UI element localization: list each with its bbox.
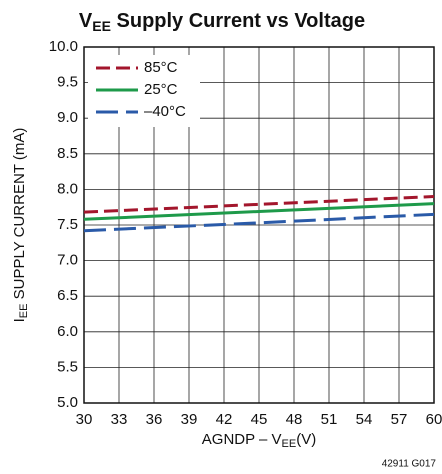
y-tick-label: 10.0 <box>49 38 78 55</box>
y-tick-label: 6.5 <box>57 287 78 304</box>
y-tick-label: 5.0 <box>57 394 78 411</box>
x-tick-label: 57 <box>391 411 408 428</box>
y-axis-label: IEE SUPPLY CURRENT (mA) <box>11 128 30 323</box>
chart-title: VEE Supply Current vs Voltage <box>79 10 365 33</box>
x-tick-label: 36 <box>146 411 163 428</box>
figure-code: 42911 G017 <box>382 459 437 470</box>
x-tick-label: 33 <box>111 411 128 428</box>
plot-frame <box>83 46 435 404</box>
x-axis-label: AGNDP – VEE(V) <box>202 431 316 450</box>
y-tick-label: 8.0 <box>57 180 78 197</box>
series-line <box>83 195 435 214</box>
y-tick-label: 6.0 <box>57 323 78 340</box>
x-tick-label: 42 <box>216 411 233 428</box>
x-tick-label: 51 <box>321 411 338 428</box>
x-tick-label: 60 <box>426 411 442 428</box>
legend-label: 25°C <box>144 81 178 98</box>
x-tick-label: 39 <box>181 411 198 428</box>
y-tick-label: 9.0 <box>57 109 78 126</box>
x-tick-label: 45 <box>251 411 268 428</box>
y-tick-label: 7.5 <box>57 216 78 233</box>
y-tick-label: 8.5 <box>57 145 78 162</box>
x-tick-label: 48 <box>286 411 303 428</box>
y-tick-label: 9.5 <box>57 74 78 91</box>
y-tick-label: 5.5 <box>57 358 78 375</box>
legend-label: 85°C <box>144 59 178 76</box>
series-line <box>83 212 435 233</box>
y-tick-label: 7.0 <box>57 252 78 269</box>
x-tick-label: 30 <box>76 411 93 428</box>
series-line <box>83 202 435 221</box>
x-tick-label: 54 <box>356 411 373 428</box>
legend-label: –40°C <box>144 103 186 120</box>
